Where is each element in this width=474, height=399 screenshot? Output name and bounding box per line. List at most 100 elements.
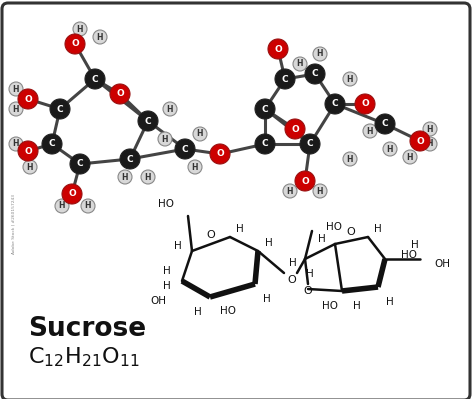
Text: H: H	[192, 162, 198, 172]
Text: C: C	[145, 117, 151, 126]
Circle shape	[9, 82, 23, 96]
Text: H: H	[367, 126, 373, 136]
Circle shape	[55, 199, 69, 213]
Text: O: O	[71, 40, 79, 49]
Circle shape	[355, 94, 375, 114]
Text: H: H	[174, 241, 182, 251]
Text: C: C	[262, 140, 268, 148]
Text: O: O	[216, 150, 224, 158]
Text: H: H	[13, 85, 19, 93]
Circle shape	[85, 69, 105, 89]
Text: C: C	[262, 105, 268, 113]
Circle shape	[343, 152, 357, 166]
Circle shape	[18, 89, 38, 109]
Circle shape	[62, 184, 82, 204]
Circle shape	[285, 119, 305, 139]
Text: O: O	[274, 45, 282, 53]
Text: C: C	[382, 119, 388, 128]
Text: H: H	[427, 140, 433, 148]
Text: C: C	[312, 69, 319, 79]
FancyBboxPatch shape	[2, 3, 470, 399]
Circle shape	[70, 154, 90, 174]
Circle shape	[403, 150, 417, 164]
Text: H: H	[122, 172, 128, 182]
Text: H: H	[407, 152, 413, 162]
Text: H: H	[411, 240, 419, 250]
Circle shape	[325, 94, 345, 114]
Text: H: H	[163, 266, 171, 276]
Text: C: C	[77, 160, 83, 168]
Text: HO: HO	[158, 199, 174, 209]
Text: C: C	[332, 99, 338, 109]
Text: H: H	[197, 130, 203, 138]
Text: H: H	[265, 238, 273, 248]
Text: O: O	[68, 190, 76, 198]
Text: H: H	[427, 124, 433, 134]
Text: H: H	[27, 162, 33, 172]
Circle shape	[363, 124, 377, 138]
Text: H: H	[387, 144, 393, 154]
Circle shape	[313, 184, 327, 198]
Text: OH: OH	[434, 259, 450, 269]
Text: H: H	[353, 301, 361, 311]
Text: C: C	[57, 105, 64, 113]
Text: C: C	[307, 140, 313, 148]
Text: C: C	[91, 75, 98, 83]
Circle shape	[295, 171, 315, 191]
Text: H: H	[236, 224, 244, 234]
Circle shape	[300, 134, 320, 154]
Text: O: O	[116, 89, 124, 99]
Text: H: H	[306, 269, 314, 279]
Circle shape	[343, 72, 357, 86]
Circle shape	[375, 114, 395, 134]
Text: O: O	[288, 275, 296, 285]
Text: C: C	[282, 75, 288, 83]
Circle shape	[23, 160, 37, 174]
Text: O: O	[416, 136, 424, 146]
Text: H: H	[347, 75, 353, 83]
Text: H: H	[318, 234, 326, 244]
Text: H: H	[289, 258, 297, 268]
Circle shape	[120, 149, 140, 169]
Text: H: H	[374, 224, 382, 234]
Text: H: H	[163, 281, 171, 291]
Text: C: C	[182, 144, 188, 154]
Circle shape	[138, 111, 158, 131]
Circle shape	[275, 69, 295, 89]
Text: O: O	[346, 227, 356, 237]
Text: O: O	[361, 99, 369, 109]
Circle shape	[110, 84, 130, 104]
Circle shape	[81, 199, 95, 213]
Circle shape	[158, 132, 172, 146]
Text: H: H	[347, 154, 353, 164]
Circle shape	[73, 22, 87, 36]
Text: HO: HO	[326, 222, 342, 232]
Circle shape	[42, 134, 62, 154]
Circle shape	[163, 102, 177, 116]
Circle shape	[305, 64, 325, 84]
Text: H: H	[85, 201, 91, 211]
Text: HO: HO	[220, 306, 236, 316]
Text: H: H	[297, 59, 303, 69]
Text: C: C	[127, 154, 133, 164]
Text: O: O	[24, 95, 32, 103]
Text: O: O	[207, 230, 215, 240]
Circle shape	[141, 170, 155, 184]
Text: H: H	[162, 134, 168, 144]
Circle shape	[255, 134, 275, 154]
Text: H: H	[77, 24, 83, 34]
Circle shape	[255, 99, 275, 119]
Text: O: O	[291, 124, 299, 134]
Text: H: H	[194, 307, 202, 317]
Circle shape	[93, 30, 107, 44]
Circle shape	[268, 39, 288, 59]
Circle shape	[410, 131, 430, 151]
Text: $\mathrm{C_{12}H_{21}O_{11}}$: $\mathrm{C_{12}H_{21}O_{11}}$	[28, 345, 139, 369]
Text: O: O	[304, 286, 312, 296]
Circle shape	[383, 142, 397, 156]
Text: HO: HO	[322, 301, 338, 311]
Text: Sucrose: Sucrose	[28, 316, 146, 342]
Circle shape	[313, 47, 327, 61]
Text: H: H	[317, 186, 323, 196]
Text: H: H	[13, 105, 19, 113]
